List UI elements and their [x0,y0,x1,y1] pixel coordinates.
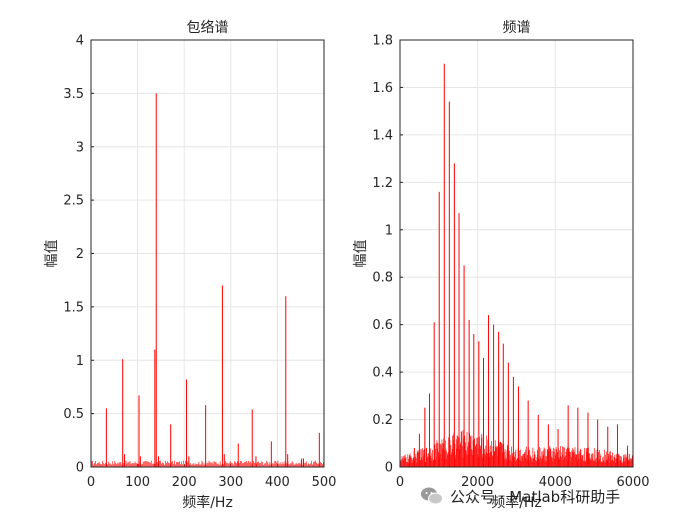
frequency-spectrum-plot: 0 2000 4000 6000 0 0.2 0.4 0.6 0.8 1 1.2 1.4 1.6 1.8 频… [353,20,650,511]
y-tick-label: 2 [76,247,84,262]
y-axis-label: 幅值 [44,240,60,268]
y-tick-label: 1.5 [63,300,84,315]
y-tick-label: 1 [76,354,84,369]
x-tick-label: 500 [312,475,337,490]
y-tick-label: 0 [76,461,84,476]
y-tick-label: 4 [76,34,84,49]
x-tick-label: 400 [265,475,290,490]
x-axis-label: 频率/Hz [491,494,542,511]
x-tick-label: 200 [172,475,197,490]
watermark: 公众号 · Matlab科研助手 [420,484,620,508]
y-tick-label: 0.6 [372,318,393,333]
plot-title: 频谱 [503,20,531,36]
axes-frame [399,39,634,468]
y-tick-label: 1 [385,223,393,238]
y-tick-label: 3.5 [63,87,84,102]
x-tick-label: 300 [218,475,243,490]
x-tick-label: 2000 [461,475,494,490]
envelope-spectrum-plot: 0 100 200 300 400 500 0 0.5 1 1.5 2 2.5 3 3.5 4 包络谱频率/H… [44,20,336,511]
x-tick-label: 0 [396,475,404,490]
x-tick-label: 0 [87,475,95,490]
y-tick-label: 0.2 [372,413,393,428]
y-tick-label: 1.2 [372,176,393,191]
y-tick-label: 1.4 [372,128,393,143]
watermark-text: 公众号 · Matlab科研助手 [450,487,621,506]
x-axis-label: 频率/Hz [182,494,233,511]
y-tick-label: 3 [76,140,84,155]
y-axis-label: 幅值 [353,240,369,268]
y-tick-label: 0 [385,461,393,476]
x-tick-label: 6000 [616,475,649,490]
y-tick-label: 2.5 [63,194,84,209]
plot-area [400,40,633,467]
series [105,93,320,467]
y-tick-label: 0.8 [372,271,393,286]
plot-title: 包络谱 [187,20,229,36]
x-tick-label: 100 [125,475,150,490]
wechat-icon [421,487,443,505]
series [409,63,629,467]
y-tick-label: 1.8 [372,34,393,49]
y-tick-label: 0.4 [372,366,393,381]
y-tick-label: 0.5 [63,407,84,422]
y-tick-label: 1.6 [372,81,393,96]
axes-frame [90,39,325,468]
x-tick-label: 4000 [539,475,572,490]
